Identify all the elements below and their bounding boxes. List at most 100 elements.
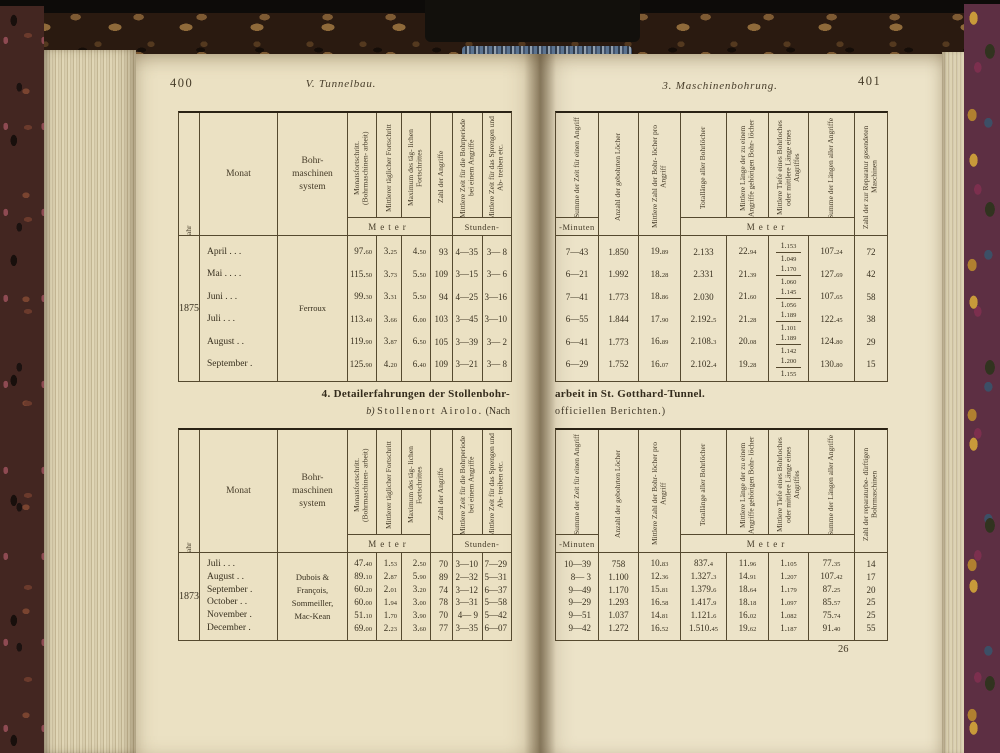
value-cell: 17 xyxy=(866,571,876,582)
subheading-suffix: (Nach xyxy=(485,406,510,417)
data-col-tiefe: 1.105 1.207 1.179 1.097 1.082 1.187 xyxy=(768,552,808,640)
col-header-zahl-angriffe: Zahl der Angriffe xyxy=(430,113,452,235)
value-cell: 1.100 xyxy=(608,571,629,582)
value-cell: 3—45 xyxy=(455,314,479,325)
value-cell: 19.62 xyxy=(738,622,757,633)
col-header-jahr: Jahr xyxy=(179,113,199,236)
month-cell: Juli . . . xyxy=(207,558,235,569)
value-cell: 1.121.6 xyxy=(690,609,717,620)
value-cell: 6.50 xyxy=(412,336,426,347)
data-col-summe-laengen: 77.35 107.42 87.25 85.57 75.74 91.40 xyxy=(808,552,854,640)
month-cell: August . . xyxy=(207,571,244,582)
value-cell: 58 xyxy=(866,291,876,302)
value-cell: 3— 8 xyxy=(486,246,507,257)
table-left-bottom: Jahr Monat Bohr- maschinen system Monats… xyxy=(178,428,512,641)
col-header-monat: Monat xyxy=(199,430,277,552)
col-header-zeit-sprengen: Mittlere Zeit für das Sprengen und Ab- t… xyxy=(482,113,511,217)
fraction-top: 1.200 xyxy=(775,356,802,368)
fraction-cell: 1.189 1.142 xyxy=(769,333,808,356)
value-cell: 19.89 xyxy=(650,246,669,257)
col-header-mittlere-zahl: Mittlere Zahl der Bohr- löcher pro Angri… xyxy=(638,113,680,235)
value-cell: 3.87 xyxy=(383,336,397,347)
value-cell: 2.102.4 xyxy=(690,358,717,369)
value-cell: 2.87 xyxy=(383,571,397,582)
value-cell: 119.90 xyxy=(350,336,372,347)
value-cell: 18.18 xyxy=(738,596,757,607)
data-col-zeit1: 4—35 3—15 4—25 3—45 3—39 3—21 xyxy=(452,235,482,381)
value-cell: 14.91 xyxy=(738,571,757,582)
value-cell: 70 xyxy=(439,610,448,621)
fraction-top: 1.189 xyxy=(775,310,802,322)
value-cell: 6—55 xyxy=(565,314,589,325)
value-cell: 1.179 xyxy=(780,584,797,595)
col-header-mittlerer-fortschritt: Mittlerer täglicher Fortschritt xyxy=(376,430,401,534)
value-cell: 3.73 xyxy=(383,268,397,279)
value-cell: 1.037 xyxy=(608,610,629,621)
value-cell: 1.417.9 xyxy=(690,596,717,607)
fraction-bottom: 1.056 xyxy=(780,300,797,309)
value-cell: 99.30 xyxy=(354,291,372,302)
value-cell: 16.58 xyxy=(650,596,669,607)
value-cell: 10—39 xyxy=(564,558,591,569)
value-cell: 1.70 xyxy=(383,609,397,620)
data-col-summe-laengen: 107.24 127.69 107.65 122.45 124.80 130.80 xyxy=(808,235,854,381)
data-col-summe-zeit: 7—43 6—21 7—41 6—55 6—41 6—29 xyxy=(556,235,598,381)
col-header-jahr-label: Jahr xyxy=(183,225,193,236)
data-col-monatsfortschritt: 97.60 115.50 99.30 113.40 119.90 125.90 xyxy=(347,235,376,381)
value-cell: 38 xyxy=(866,314,876,325)
col-header-mittlere-tiefe: Mittlere Tiefe eines Bohrloches oder mit… xyxy=(768,430,808,534)
value-cell: 93 xyxy=(439,246,448,257)
value-cell: 9—29 xyxy=(568,597,592,608)
value-cell: 12.36 xyxy=(650,571,669,582)
data-system: Ferroux xyxy=(277,235,347,381)
subheader-meter: Meter xyxy=(680,534,854,552)
value-cell: 1.510.45 xyxy=(689,622,718,633)
col-header-zeit-bohrperiode: Mittlere Zeit für die Bohrperiode bei ei… xyxy=(452,430,482,534)
subheader-meter: Meter xyxy=(347,217,430,235)
value-cell: 1.293 xyxy=(608,597,629,608)
data-jahr: 1875 xyxy=(179,235,199,381)
value-cell: 5—58 xyxy=(484,597,508,608)
value-cell: 89.10 xyxy=(354,571,372,582)
value-cell: 1.773 xyxy=(608,336,629,347)
col-header-summe-zeit: Summe der Zeit für einen Angriff xyxy=(571,117,581,217)
value-cell: 1.773 xyxy=(608,291,629,302)
data-col-zeit2: 3— 8 3— 6 3—16 3—10 3— 2 3— 8 xyxy=(482,235,511,381)
col-header-anzahl-loecher: Anzahl der gebohrten Löcher xyxy=(598,113,638,235)
value-cell: 19.28 xyxy=(738,358,757,369)
fraction-bottom: 1.155 xyxy=(780,369,797,378)
right-endpaper-marble xyxy=(964,4,1000,753)
col-header-zeit-bohrperiode: Mittlere Zeit für die Bohrperiode bei ei… xyxy=(452,113,482,217)
month-cell: April . . . xyxy=(207,246,242,257)
value-cell: 22.94 xyxy=(738,246,757,257)
data-col-mittlere-zahl: 10.83 12.36 15.81 16.58 14.81 16.52 xyxy=(638,552,680,640)
value-cell: 75.74 xyxy=(822,609,841,620)
value-cell: 1.187 xyxy=(780,622,797,633)
value-cell: 3— 8 xyxy=(486,359,507,370)
value-cell: 6—37 xyxy=(484,584,508,595)
value-cell: 15 xyxy=(866,359,876,370)
data-col-anzahl: 1.850 1.992 1.773 1.844 1.773 1.752 xyxy=(598,235,638,381)
value-cell: 2.192.5 xyxy=(690,313,717,324)
value-cell: 25 xyxy=(866,597,876,608)
subheader-meter: Meter xyxy=(347,534,430,552)
value-cell: 2.030 xyxy=(693,291,714,302)
left-page-edges xyxy=(44,50,136,753)
value-cell: 3.00 xyxy=(412,596,426,607)
value-cell: 3.20 xyxy=(412,584,426,595)
value-cell: 20.08 xyxy=(738,336,757,347)
value-cell: 130.80 xyxy=(820,358,843,369)
value-cell: 3—16 xyxy=(484,291,508,302)
value-cell: 4.20 xyxy=(383,358,397,369)
col-header-reparaturbeduerftig: Zahl der reparaturbe- dürftigen Bohrmasc… xyxy=(854,430,887,552)
left-page: 400 V. Tunnelbau. Jahr Monat Bohr- masch… xyxy=(136,54,540,753)
table-right-bottom: Summe der Zeit für einen Angriff Anzahl … xyxy=(555,428,888,641)
right-page: 3. Maschinenbohrung. 401 Summe der Zeit … xyxy=(540,54,942,753)
value-cell: 5.50 xyxy=(412,291,426,302)
value-cell: 1.53 xyxy=(383,558,397,569)
value-cell: 115.50 xyxy=(350,268,372,279)
value-cell: 109 xyxy=(434,269,449,280)
value-cell: 107.42 xyxy=(820,571,843,582)
data-col-angriffe: 70 89 74 78 70 77 xyxy=(430,552,452,640)
value-cell: 103 xyxy=(434,314,449,325)
